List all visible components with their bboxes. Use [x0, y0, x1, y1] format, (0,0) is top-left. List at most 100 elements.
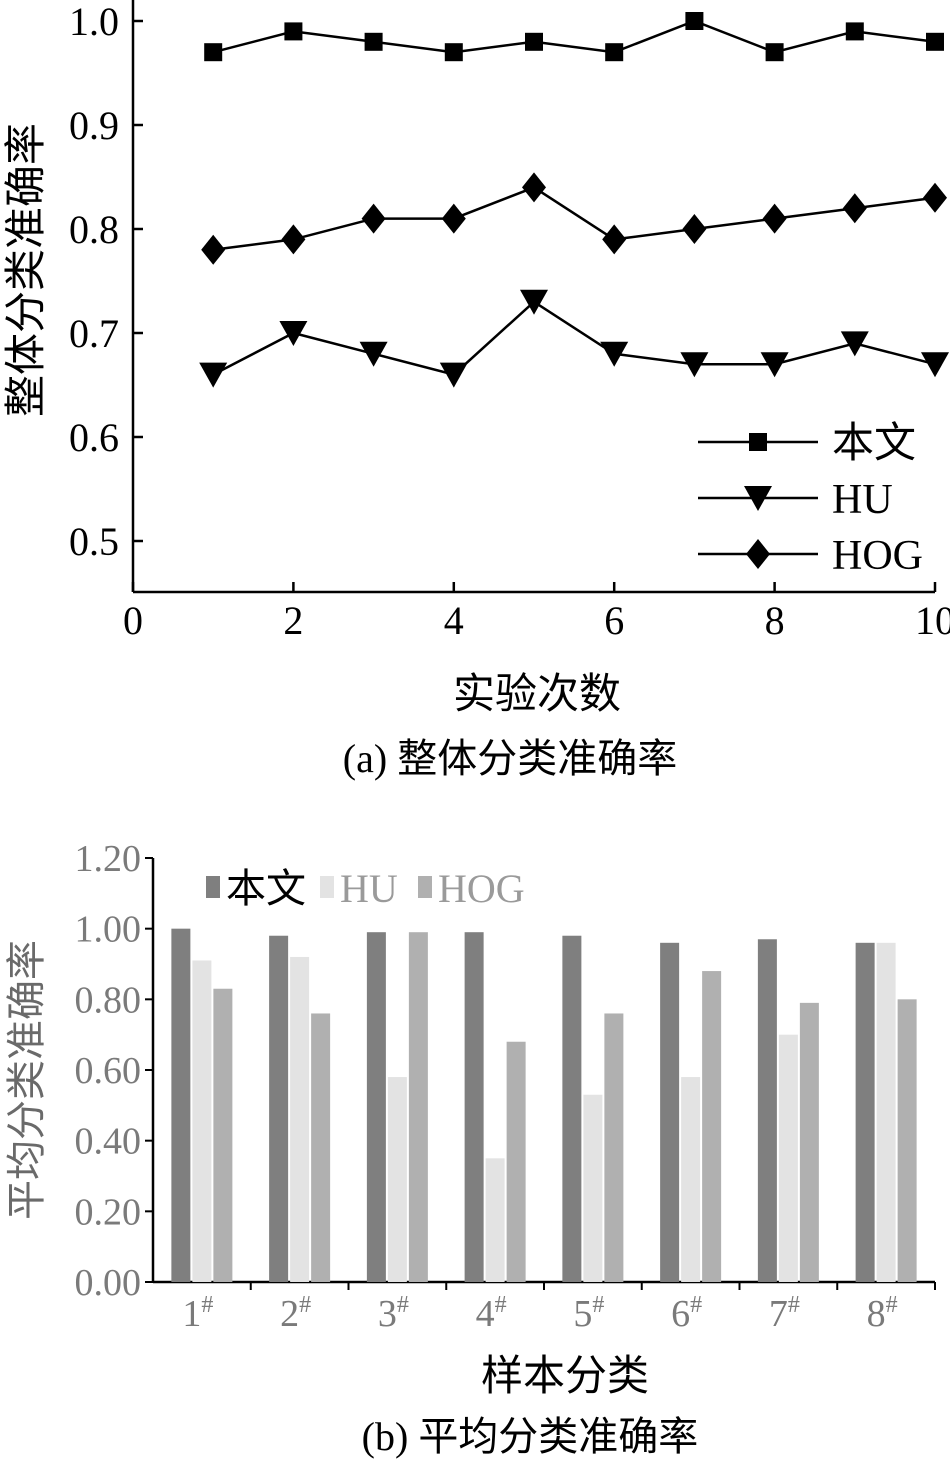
chart-b-ylabel: 平均分类准确率: [4, 940, 49, 1220]
chart-a-point-ours: [685, 12, 704, 30]
chart-b-xtick-label: 3#: [378, 1292, 409, 1335]
chart-a-point-hu: [359, 341, 388, 367]
chart-a-point-hu: [199, 362, 228, 388]
chart-a-ytick-label: 0.8: [69, 207, 119, 252]
chart-b-bar-hu: [290, 956, 310, 1282]
chart-b-xtick-superscript: #: [299, 1292, 311, 1318]
chart-b-bar-hu: [778, 1034, 798, 1282]
chart-b-bar-hu: [876, 942, 896, 1282]
chart-b-xtick-superscript: #: [495, 1292, 507, 1318]
chart-a-point-ours: [444, 43, 463, 62]
chart-b-caption: (b) 平均分类准确率: [362, 1414, 699, 1459]
chart-b-xtick-superscript: #: [201, 1292, 213, 1318]
chart-b-xtick-label: 4#: [476, 1292, 507, 1335]
chart-a-line-hog: [213, 186, 936, 252]
chart-a-legend-label-hu: HU: [832, 477, 893, 523]
chart-b-xtick-superscript: #: [592, 1292, 604, 1318]
chart-a-ytick-label: 0.6: [69, 415, 119, 460]
chart-b-bar-hog: [506, 1041, 526, 1282]
chart-a-ytick-label: 1.0: [69, 0, 119, 44]
chart-a-point-hog: [201, 234, 226, 265]
chart-b-legend-label-hu: HU: [340, 866, 398, 911]
chart-b-legend-swatch-hu: [320, 876, 334, 898]
chart-b-xtick-label: 6#: [671, 1292, 702, 1335]
chart-b-bar-ours: [855, 942, 875, 1282]
chart-b-bar-hog: [702, 971, 722, 1282]
chart-b-bar-hu: [192, 960, 212, 1282]
chart-b-xtick-superscript: #: [788, 1292, 800, 1318]
chart-a-xtick-label: 0: [123, 598, 143, 643]
chart-b-bar-ours: [660, 942, 680, 1282]
chart-a-point-hu: [680, 352, 709, 378]
chart-a-legend-marker-ours: [749, 433, 767, 451]
chart-b-bar-hog: [213, 988, 233, 1282]
chart-b-bar-hu: [681, 1077, 701, 1282]
chart-a-point-ours: [765, 43, 784, 62]
chart-b-bar-ours: [171, 928, 191, 1282]
chart-b-ytick-label: 0.40: [75, 1121, 142, 1163]
chart-a-xtick-label: 10: [915, 598, 950, 643]
chart-b-bar-hog: [408, 932, 428, 1282]
chart-a-legend-label-ours: 本文: [832, 420, 916, 467]
chart-a-point-hog: [361, 203, 386, 234]
chart-a-point-hog: [842, 193, 867, 224]
chart-b-xtick-number: 4: [476, 1293, 495, 1335]
chart-b-xtick-number: 3: [378, 1293, 397, 1335]
chart-a-point-hu: [840, 331, 869, 357]
chart-a-point-ours: [926, 32, 944, 51]
chart-b-xtick-label: 5#: [573, 1292, 604, 1335]
chart-a-point-hu: [921, 352, 949, 378]
chart-b-xtick-number: 7: [769, 1293, 788, 1335]
chart-a-point-ours: [525, 32, 543, 51]
chart-a-xtick-label: 6: [604, 598, 624, 643]
chart-b-xtick-number: 5: [573, 1293, 592, 1335]
chart-b-bar-hog: [799, 1002, 819, 1282]
chart-a-point-hu: [520, 289, 548, 315]
chart-a-point-ours: [845, 22, 864, 41]
chart-b-bar-hog: [604, 1013, 624, 1282]
chart-b-bar-ours: [464, 932, 484, 1282]
chart-a-point-hog: [762, 203, 787, 234]
chart-a-xlabel: 实验次数: [453, 671, 621, 718]
chart-b-bar-ours: [366, 932, 386, 1282]
chart-a-ylabel: 整体分类准确率: [3, 123, 50, 417]
chart-b-bar-ours: [269, 935, 289, 1282]
chart-a-point-hog: [602, 224, 627, 255]
chart-a-line-ours: [212, 19, 936, 54]
chart-b-xtick-label: 2#: [280, 1292, 311, 1335]
chart-b-xtick-number: 1: [182, 1293, 201, 1335]
chart-b-ytick-label: 0.60: [75, 1050, 142, 1092]
chart-b-ytick-label: 0.80: [75, 979, 142, 1021]
chart-a-point-hog: [522, 172, 546, 203]
chart-a-legend-marker-hu: [744, 486, 772, 511]
chart-b-xlabel: 样本分类: [481, 1354, 649, 1400]
chart-b-legend-label-ours: 本文: [226, 866, 306, 911]
chart-b-xtick-number: 2: [280, 1293, 299, 1335]
chart-b-ytick-label: 0.20: [75, 1191, 142, 1233]
chart-a-point-hu: [600, 341, 629, 367]
chart-b-ytick-label: 0.00: [75, 1262, 142, 1304]
chart-a-point-hu: [279, 321, 308, 346]
chart-b-bar-hu: [387, 1077, 407, 1282]
chart-a-point-hog: [923, 182, 947, 213]
chart-a-point-hu: [760, 352, 789, 378]
chart-b: 0.000.200.400.600.801.001.20 1# 2# 3# 4# 5# 6…: [4, 838, 936, 1459]
chart-a-xtick-label: 2: [283, 598, 303, 643]
chart-b-xtick-superscript: #: [690, 1292, 702, 1318]
chart-b-bar-hu: [583, 1094, 603, 1282]
chart-a-point-hog: [441, 203, 466, 234]
chart-b-bar-hog: [311, 1013, 331, 1282]
chart-b-xtick-label: 8#: [867, 1292, 898, 1335]
chart-a-xtick-label: 4: [444, 598, 464, 643]
chart-a-point-hu: [439, 362, 468, 388]
chart-a-point-hog: [281, 224, 306, 255]
chart-b-ytick-label: 1.00: [75, 909, 142, 951]
chart-a-xtick-label: 8: [765, 598, 785, 643]
chart-b-legend-label-hog: HOG: [438, 866, 525, 911]
chart-b-xtick-number: 8: [867, 1293, 886, 1335]
chart-a-legend-label-hog: HOG: [832, 533, 923, 579]
chart-b-bar-hog: [897, 999, 917, 1282]
chart-b-xtick-label: 1#: [182, 1292, 213, 1335]
chart-a-legend-marker-hog: [746, 539, 770, 569]
